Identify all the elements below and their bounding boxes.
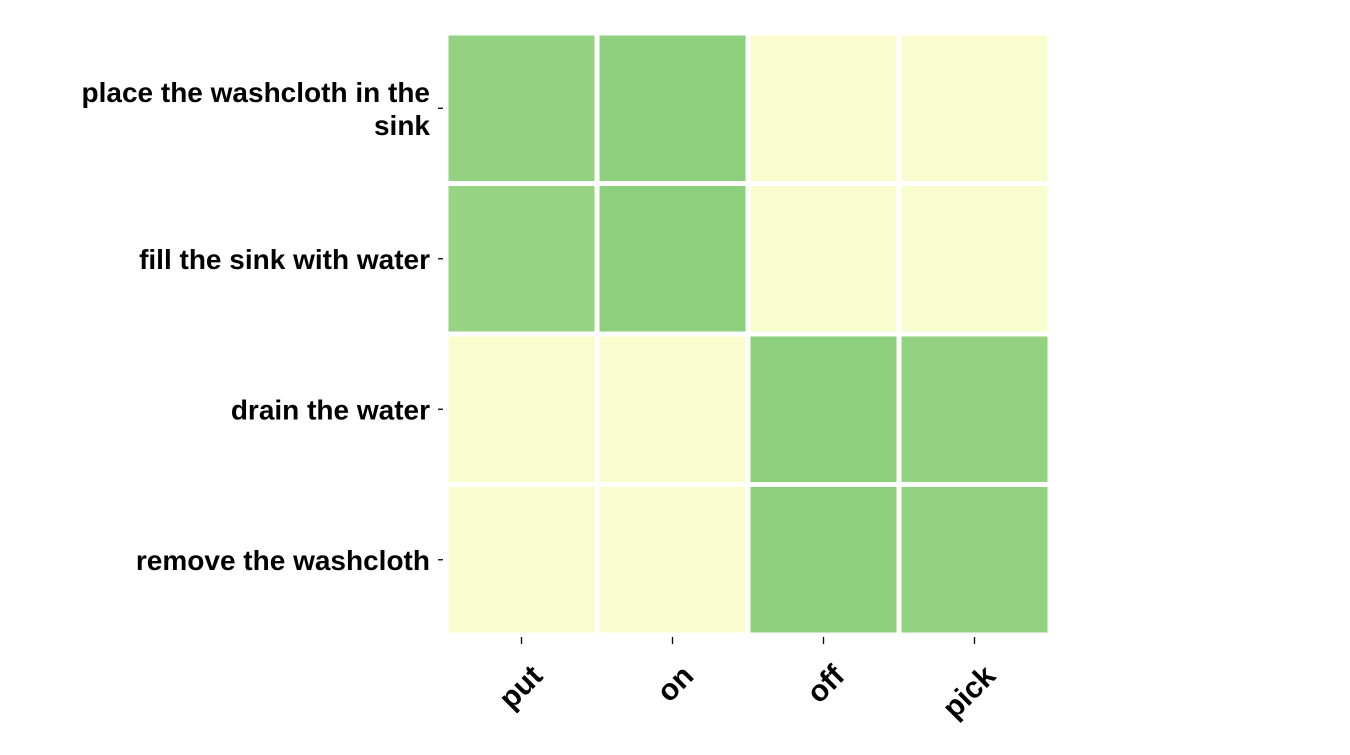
cells-layer: [448, 35, 1048, 633]
heatmap-cell-0-1: [599, 35, 746, 181]
x-tick-label-pick: pick: [936, 659, 1002, 725]
heatmap-cell-1-1: [599, 186, 746, 332]
heatmap-cell-3-3: [901, 487, 1048, 633]
heatmap-cell-1-2: [750, 186, 897, 332]
heatmap-cell-2-2: [750, 336, 897, 482]
y-tick-label-0-line-0: place the washcloth in the: [81, 77, 430, 108]
x-tick-label-on: on: [651, 659, 700, 708]
heatmap-cell-3-1: [599, 487, 746, 633]
x-axis: put on off pick: [493, 637, 1002, 725]
x-tick-label-put: put: [493, 659, 549, 715]
heatmap-cell-0-3: [901, 35, 1048, 181]
heatmap-cell-1-3: [901, 186, 1048, 332]
heatmap-cell-2-1: [599, 336, 746, 482]
x-tick-label-off: off: [801, 659, 852, 710]
heatmap-cell-2-3: [901, 336, 1048, 482]
heatmap-cell-2-0: [448, 336, 595, 482]
y-tick-label-2: drain the water: [231, 394, 430, 425]
y-tick-label-1: fill the sink with water: [139, 244, 430, 275]
y-tick-label-0-line-1: sink: [374, 110, 430, 141]
heatmap-cell-1-0: [448, 186, 595, 332]
heatmap-cell-3-2: [750, 487, 897, 633]
y-tick-label-3: remove the washcloth: [136, 545, 430, 576]
heatmap-cell-0-2: [750, 35, 897, 181]
heatmap-cell-0-0: [448, 35, 595, 181]
heatmap-cell-3-0: [448, 487, 595, 633]
